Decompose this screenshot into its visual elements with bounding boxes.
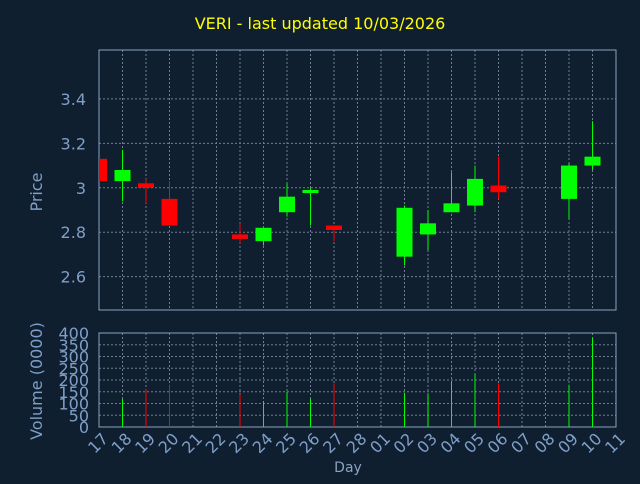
volume-tick-label: 100 — [58, 395, 89, 414]
volume-tick-label: 250 — [58, 359, 89, 378]
candle-body — [490, 185, 507, 193]
price-series — [99, 121, 601, 266]
price-axis-label: Price — [27, 172, 46, 211]
x-axis-label: Day — [334, 460, 362, 476]
candle-body — [255, 227, 272, 242]
volume-panel-border — [98, 332, 617, 428]
volume-axis-label: Volume (0000) — [27, 322, 46, 440]
candle-body — [138, 183, 154, 188]
candle-body — [443, 203, 460, 213]
volume-tick-label: 400 — [58, 324, 89, 343]
chart-title: VERI - last updated 10/03/2026 — [194, 14, 446, 33]
candle-body — [396, 207, 413, 257]
candle-body — [232, 234, 248, 239]
price-tick-label: 3 — [76, 179, 86, 198]
candle-body — [279, 196, 295, 213]
price-tick-label: 2.6 — [61, 268, 86, 287]
volume-tick-label: 350 — [58, 336, 89, 355]
candle-body — [161, 198, 178, 226]
volume-tick-label: 300 — [58, 348, 89, 367]
volume-tick-label: 200 — [58, 371, 89, 390]
x-tick-label: 11 — [601, 429, 629, 457]
candle-body — [302, 190, 319, 193]
price-tick-label: 2.8 — [61, 223, 86, 242]
candle-body — [467, 178, 483, 206]
candle-body — [326, 225, 342, 230]
candle-body — [584, 156, 601, 166]
candle-body — [99, 158, 107, 182]
price-tick-label: 3.2 — [61, 134, 86, 153]
candle-body — [114, 170, 131, 182]
price-tick-label: 3.4 — [61, 90, 86, 109]
volume-tick-label: 50 — [69, 406, 89, 425]
candle-body — [561, 165, 577, 199]
volume-tick-label: 0 — [79, 418, 89, 437]
volume-tick-label: 150 — [58, 383, 89, 402]
candle-body — [420, 223, 436, 235]
